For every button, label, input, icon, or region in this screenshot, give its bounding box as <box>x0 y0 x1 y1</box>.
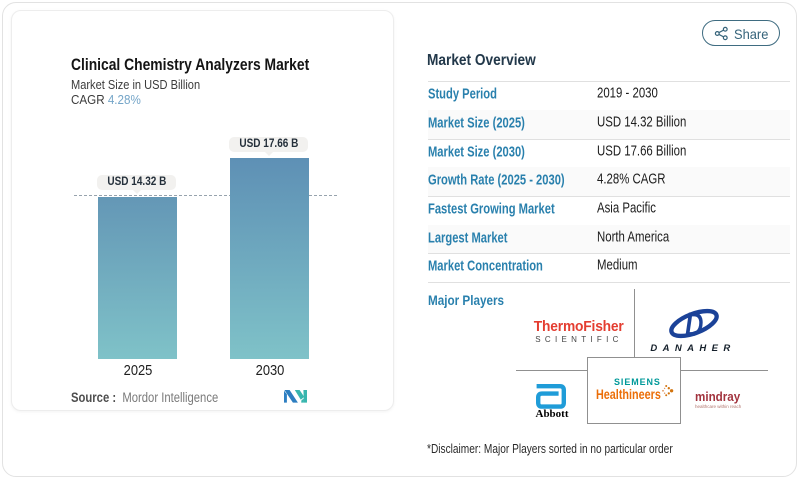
svg-text:D: D <box>685 307 703 343</box>
